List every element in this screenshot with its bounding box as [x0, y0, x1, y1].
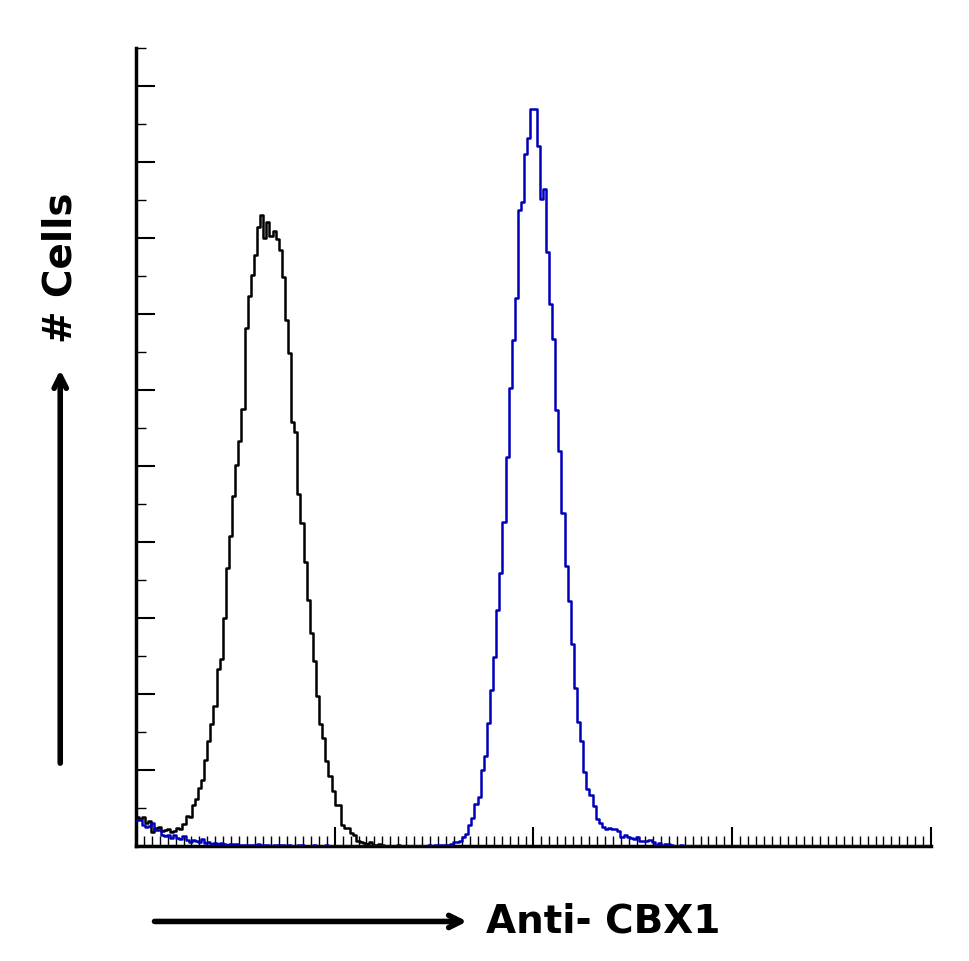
Text: Anti- CBX1: Anti- CBX1	[485, 902, 719, 941]
Text: # Cells: # Cells	[42, 192, 79, 343]
